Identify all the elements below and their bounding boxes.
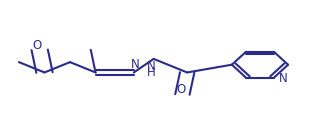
Text: N: N (147, 60, 156, 73)
Text: H: H (147, 66, 156, 79)
Text: O: O (32, 39, 41, 52)
Text: N: N (279, 72, 287, 85)
Text: N: N (131, 58, 140, 71)
Text: O: O (176, 83, 185, 96)
